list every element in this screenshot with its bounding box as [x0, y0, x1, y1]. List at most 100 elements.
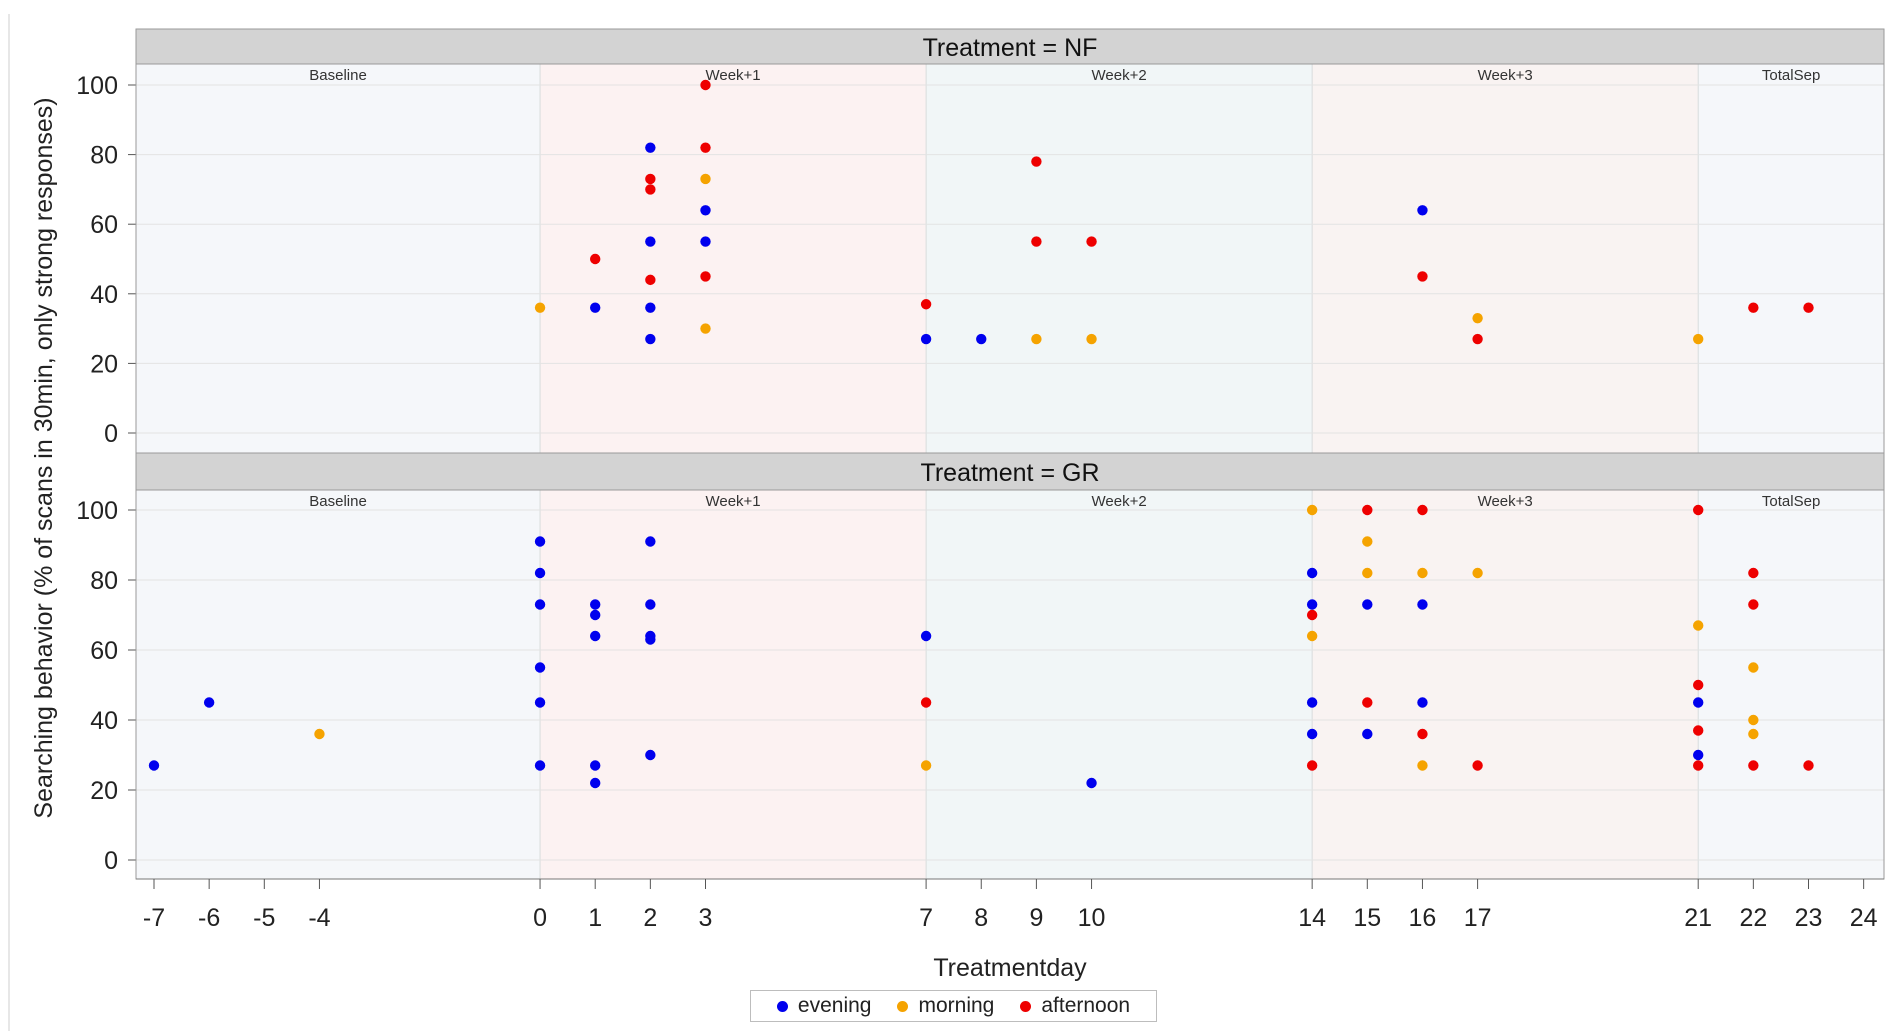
data-point-afternoon [1472, 333, 1483, 345]
legend-marker [897, 1000, 909, 1012]
data-point-afternoon [1306, 609, 1318, 621]
data-point-afternoon [1803, 302, 1814, 313]
data-point-morning [1362, 536, 1373, 547]
data-point-evening [1306, 697, 1318, 708]
y-tick-label: 0 [104, 420, 118, 448]
data-point-evening [645, 536, 656, 547]
data-point-evening [534, 567, 546, 579]
data-point-afternoon [1417, 271, 1428, 282]
period-label: Week+3 [1478, 67, 1533, 84]
data-point-morning [1306, 630, 1318, 642]
period-bands [136, 64, 1884, 453]
data-point-afternoon [1086, 236, 1097, 247]
y-tick-label: 100 [76, 72, 118, 100]
legend: evening morning afternoon [750, 990, 1157, 1022]
x-tick-label: 1 [588, 904, 602, 932]
data-point-afternoon [1748, 302, 1759, 313]
x-tick-label: -5 [253, 904, 275, 932]
grid-lines [136, 490, 1884, 879]
data-point-afternoon [700, 271, 711, 282]
data-point-evening [1306, 599, 1318, 610]
y-axis-ticks: 0 20 40 60 80 100 [76, 490, 137, 879]
data-point-afternoon [1693, 679, 1704, 691]
period-label: Week+2 [1092, 493, 1147, 510]
data-point-evening [1417, 205, 1428, 216]
period-label: Week+1 [705, 67, 760, 84]
data-point-evening [534, 662, 546, 673]
period-band [136, 490, 541, 879]
data-point-morning [1031, 333, 1042, 345]
data-point-morning [700, 323, 711, 334]
x-tick-label: 22 [1739, 904, 1767, 932]
data-point-evening [590, 760, 601, 771]
data-point-evening [1086, 777, 1097, 789]
panel-title: Treatment = GR [921, 459, 1100, 487]
x-tick-label: 2 [643, 904, 657, 932]
data-point-evening [976, 333, 987, 345]
legend-item-evening: evening [776, 994, 872, 1018]
x-tick-label: -4 [308, 904, 330, 932]
data-point-morning [1693, 620, 1704, 631]
legend-label: evening [797, 994, 872, 1017]
panel-nf: Treatment = NF Baseline Week+1 Week+2 Week+… [76, 28, 1885, 454]
y-tick-label: 60 [90, 211, 118, 239]
y-tick-label: 60 [90, 637, 118, 665]
period-band [136, 64, 541, 453]
period-label: Week+2 [1092, 67, 1147, 84]
data-point-evening [645, 302, 656, 313]
period-band [1698, 64, 1884, 453]
data-point-evening [1693, 697, 1704, 708]
period-bands [136, 490, 1884, 879]
x-tick-label: 17 [1464, 904, 1492, 932]
period-label: Week+1 [705, 493, 760, 510]
data-point-afternoon [1803, 760, 1814, 771]
x-tick-label: 3 [699, 904, 713, 932]
data-point-evening [645, 599, 656, 610]
period-band [540, 490, 927, 879]
data-point-morning [700, 173, 711, 185]
data-point-morning [1417, 760, 1428, 771]
data-point-afternoon [1472, 760, 1483, 771]
period-label: TotalSep [1762, 67, 1820, 84]
data-point-afternoon [1417, 728, 1428, 740]
data-point-afternoon [1031, 236, 1042, 247]
data-point-evening [534, 760, 546, 771]
data-point-evening [590, 302, 601, 313]
data-point-afternoon [590, 253, 601, 265]
period-band [1312, 490, 1699, 879]
x-tick-label: 14 [1298, 904, 1326, 932]
data-point-evening [534, 697, 546, 708]
data-point-afternoon [1362, 504, 1373, 516]
data-point-evening [1362, 599, 1373, 610]
y-tick-label: 20 [90, 350, 118, 378]
data-point-evening [645, 236, 656, 247]
panel-header-strip [135, 452, 1885, 491]
legend-item-afternoon: afternoon [1020, 994, 1130, 1018]
x-tick-label: -7 [143, 904, 165, 932]
data-point-afternoon [1693, 725, 1704, 736]
data-point-evening [920, 630, 932, 642]
data-point-afternoon [700, 142, 711, 153]
data-points [534, 79, 1814, 345]
period-band [926, 64, 1313, 453]
x-tick-label: 8 [974, 904, 988, 932]
data-point-evening [700, 236, 711, 247]
data-point-afternoon [1748, 567, 1759, 579]
data-point-morning [1748, 714, 1759, 726]
y-axis-label: Searching behavior (% of scans in 30min,… [30, 97, 58, 818]
data-point-evening [700, 205, 711, 216]
data-point-afternoon [645, 173, 656, 185]
x-tick-label: 16 [1409, 904, 1437, 932]
period-labels: Baseline Week+1 Week+2 Week+3 TotalSep [309, 67, 1820, 84]
panel-gr: Treatment = GR Baseline Week+1 Week+2 Week+… [76, 452, 1885, 880]
period-label: TotalSep [1762, 493, 1820, 510]
legend-label: afternoon [1041, 994, 1131, 1017]
data-point-afternoon [645, 184, 656, 195]
x-tick-label: 24 [1850, 904, 1878, 932]
data-point-morning [1417, 567, 1428, 579]
data-point-evening [534, 536, 546, 547]
data-point-evening [645, 142, 656, 153]
x-tick-label: 10 [1078, 904, 1106, 932]
data-point-afternoon [1362, 697, 1373, 708]
